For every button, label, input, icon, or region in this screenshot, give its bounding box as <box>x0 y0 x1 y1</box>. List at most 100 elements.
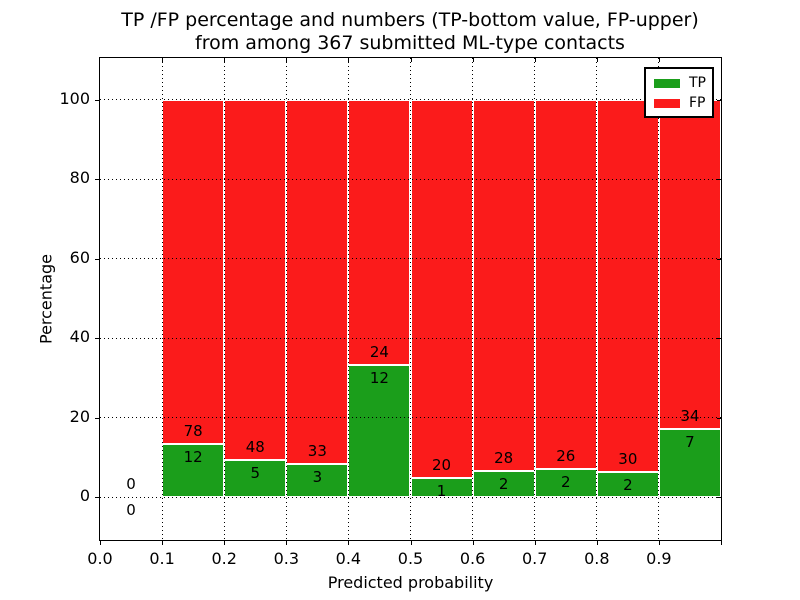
y-tick <box>95 258 99 260</box>
gridline-vertical <box>534 58 536 540</box>
y-tick <box>95 338 99 340</box>
y-tick-right <box>717 417 721 419</box>
fp-count-label: 0 <box>126 475 136 494</box>
gridline-vertical <box>472 58 474 540</box>
x-tick-label: 0.0 <box>87 549 113 568</box>
tp-count-label: 12 <box>183 448 203 467</box>
x-tick-top <box>472 58 474 62</box>
x-tick-top <box>596 58 598 62</box>
y-axis-label: Percentage <box>36 253 56 345</box>
gridline-vertical <box>285 58 287 540</box>
x-tick <box>224 541 226 545</box>
y-tick-label: 100 <box>59 88 90 108</box>
x-tick <box>348 541 350 545</box>
y-tick-label: 60 <box>69 247 90 267</box>
x-tick <box>472 541 474 545</box>
x-tick-label: 0.7 <box>521 549 548 568</box>
y-tick-label: 80 <box>69 168 90 188</box>
x-tick <box>286 541 288 545</box>
bar-segment-fp <box>224 99 287 460</box>
x-tick <box>100 541 101 545</box>
fp-count-label: 34 <box>680 407 700 426</box>
x-tick <box>534 541 536 545</box>
bar-segment-tp <box>224 459 287 498</box>
legend-item: TP <box>646 73 712 93</box>
chart-title-line1: TP /FP percentage and numbers (TP-bottom… <box>121 9 699 31</box>
x-tick <box>410 541 412 545</box>
x-tick-label: 0.8 <box>584 549 610 568</box>
bar-segment-fp <box>348 99 411 365</box>
gridline-vertical <box>596 58 598 540</box>
tp-count-label: 0 <box>126 501 136 520</box>
y-tick <box>95 179 99 181</box>
y-tick-label: 0 <box>79 486 90 506</box>
x-tick <box>658 541 660 545</box>
bar-segment-tp <box>286 463 349 498</box>
gridline-vertical <box>410 58 411 540</box>
fp-count-label: 28 <box>494 448 514 467</box>
tp-count-label: 2 <box>498 474 509 493</box>
bar-segment-tp <box>162 444 225 498</box>
y-tick <box>95 417 99 419</box>
y-tick <box>95 497 99 499</box>
x-tick-top <box>224 58 226 62</box>
x-tick-label: 0.6 <box>459 549 486 568</box>
fp-count-label: 33 <box>307 441 327 460</box>
legend: TP FP <box>644 67 714 118</box>
tp-count-label: 7 <box>685 433 695 452</box>
tp-count-label: 5 <box>250 463 261 482</box>
x-tick <box>721 541 722 545</box>
fp-count-label: 24 <box>369 342 389 361</box>
x-tick <box>162 541 164 545</box>
bar-segment-tp <box>534 468 597 498</box>
y-tick <box>95 99 99 101</box>
bar-segment-fp <box>534 99 597 469</box>
chart-title-line2: from among 367 submitted ML-type contact… <box>195 32 625 54</box>
legend-swatch <box>654 98 680 108</box>
fp-count-label: 30 <box>618 450 638 469</box>
x-tick-label: 0.5 <box>397 549 424 568</box>
legend-label: FP <box>689 95 706 111</box>
tp-count-label: 2 <box>560 472 571 491</box>
tp-count-label: 2 <box>623 476 633 495</box>
bar-segment-fp <box>472 99 535 471</box>
y-tick-right <box>717 258 721 260</box>
legend-swatch <box>654 78 680 88</box>
tp-count-label: 1 <box>436 482 447 501</box>
bar-segment-fp <box>410 99 473 479</box>
y-tick-right <box>717 179 721 181</box>
bar-segment-fp <box>596 99 659 473</box>
y-tick-label: 20 <box>69 406 90 426</box>
bar-segment-tp <box>596 472 659 498</box>
gridline-vertical <box>347 58 349 540</box>
legend-label: TP <box>689 75 706 91</box>
bar-segment-tp <box>348 364 411 498</box>
y-tick-label: 40 <box>69 327 90 347</box>
fp-count-label: 48 <box>245 437 265 456</box>
x-tick-label: 0.3 <box>273 549 300 568</box>
gridline-vertical <box>658 58 660 540</box>
x-tick-top <box>162 58 164 62</box>
bar-segment-tp <box>658 429 721 498</box>
x-tick-label: 0.2 <box>211 549 237 568</box>
legend-item: FP <box>646 93 712 113</box>
x-tick-label: 0.9 <box>646 549 672 568</box>
y-tick-right <box>717 99 721 101</box>
x-tick-top <box>534 58 536 62</box>
x-tick-top <box>348 58 350 62</box>
bar-segment-fp <box>286 99 349 464</box>
fp-count-label: 20 <box>432 456 452 475</box>
fp-count-label: 26 <box>556 446 576 465</box>
x-axis-label: Predicted probability <box>327 573 494 592</box>
x-tick <box>596 541 598 545</box>
x-tick-top <box>286 58 288 62</box>
tp-count-label: 3 <box>312 467 323 486</box>
bar-segment-fp <box>658 99 721 430</box>
x-tick-top <box>658 58 660 62</box>
gridline-vertical <box>161 58 163 540</box>
bar-segment-fp <box>162 99 225 445</box>
bar-segment-tp <box>472 470 535 498</box>
chart-title: TP /FP percentage and numbers (TP-bottom… <box>60 9 760 55</box>
y-tick-right <box>717 497 721 499</box>
